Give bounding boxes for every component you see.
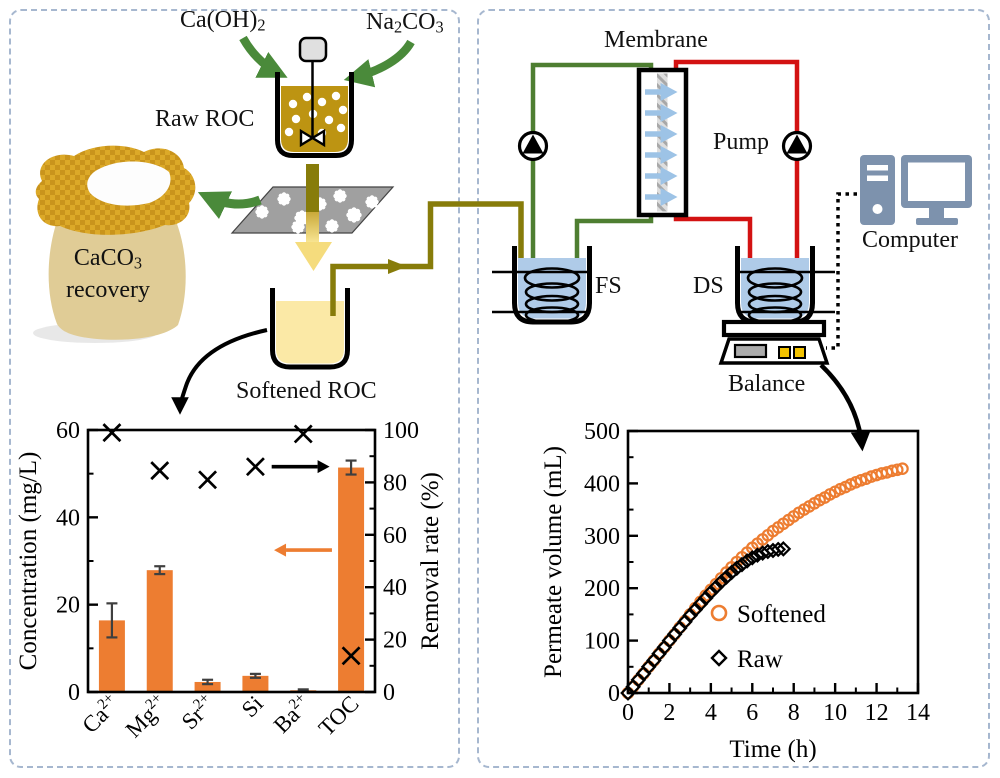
label-softened-roc: Softened ROC bbox=[236, 378, 377, 404]
label-recovery: recovery bbox=[66, 277, 150, 303]
label-pump: Pump bbox=[713, 129, 770, 155]
label-ca-oh2: Ca(OH)2 bbox=[180, 7, 266, 35]
label-na2co3: Na2CO3 bbox=[366, 9, 444, 37]
label-caco3: CaCO3 bbox=[73, 245, 143, 273]
label-ds: DS bbox=[693, 273, 724, 299]
label-membrane: Membrane bbox=[604, 27, 708, 53]
left-panel-border bbox=[9, 9, 460, 768]
right-panel-border bbox=[477, 9, 990, 768]
label-fs: FS bbox=[595, 273, 622, 299]
label-computer: Computer bbox=[862, 227, 958, 253]
label-raw-roc: Raw ROC bbox=[155, 106, 255, 132]
label-balance: Balance bbox=[728, 371, 806, 397]
